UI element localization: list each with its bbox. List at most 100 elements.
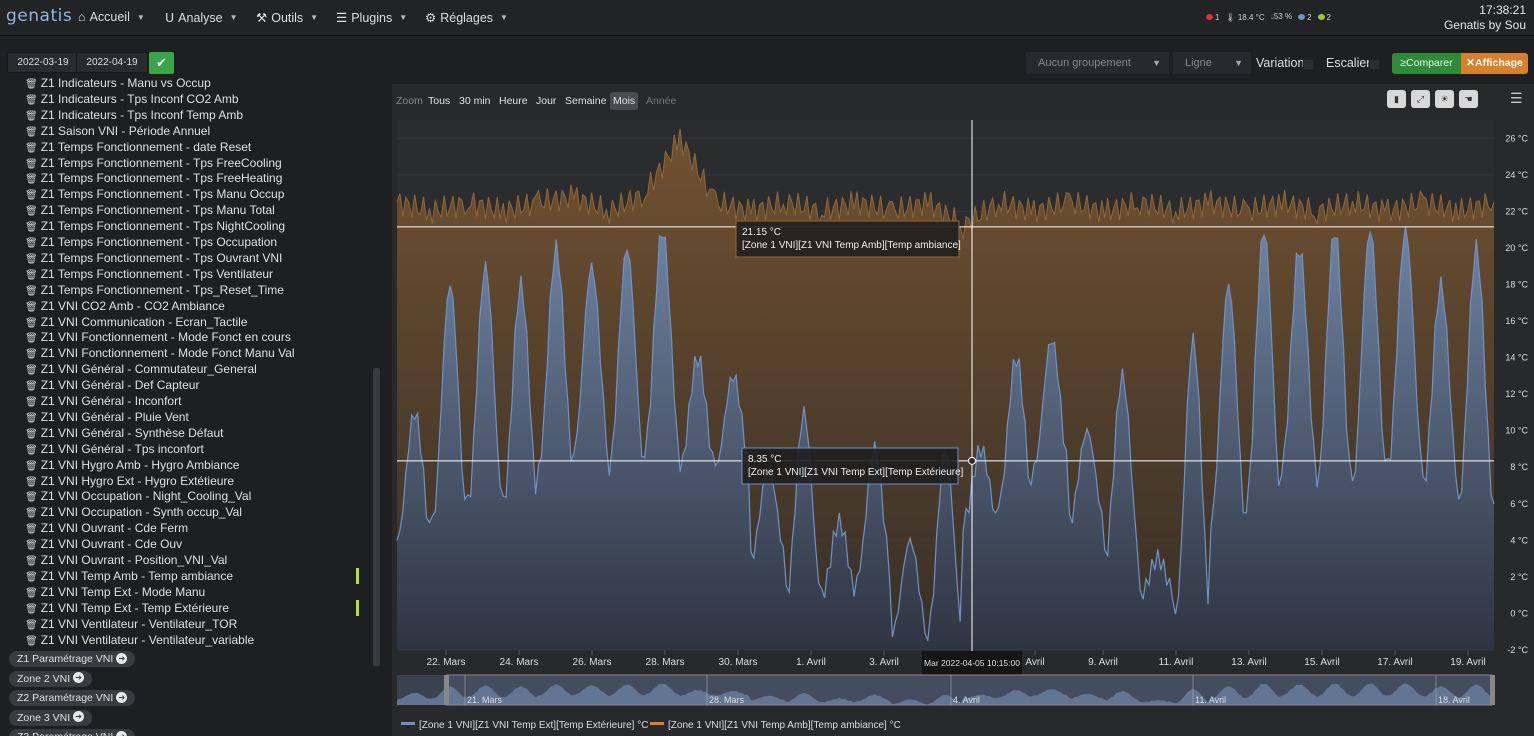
sidebar-item[interactable]: 🗑︎ Z1 Indicateurs - Tps Inconf CO2 Amb xyxy=(25,92,239,106)
sidebar-item[interactable]: 🗑︎ Z1 VNI Général - Inconfort xyxy=(25,394,181,408)
sidebar-item[interactable]: 🗑︎ Z1 VNI Général - Tps inconfort xyxy=(25,442,204,456)
hand-tool-icon[interactable]: ☚ xyxy=(1459,90,1478,108)
sidebar-item[interactable]: 🗑︎ Z1 Temps Fonctionnement - Tps Manu Tot… xyxy=(25,203,275,217)
sidebar-item[interactable]: 🗑︎ Z1 VNI Général - Synthèse Défaut xyxy=(25,426,223,440)
trash-icon[interactable]: 🗑︎ xyxy=(25,412,38,424)
zoom-annee[interactable]: Année xyxy=(646,95,677,107)
zoom-tool-icon[interactable]: ⤢ xyxy=(1411,90,1430,108)
sidebar-item[interactable]: 🗑︎ Z1 Temps Fonctionnement - Tps FreeHeat… xyxy=(25,171,282,185)
genatis-logo[interactable]: genatis xyxy=(6,6,73,26)
zoom-mois[interactable]: Mois xyxy=(610,92,639,110)
nav-accueil[interactable]: ⌂ Accueil ▼ xyxy=(78,10,145,24)
display-button[interactable]: ✕Affichage xyxy=(1461,53,1528,74)
compare-button[interactable]: ≥Comparer xyxy=(1392,53,1461,74)
trash-icon[interactable]: 🗑︎ xyxy=(25,206,38,218)
sidebar-scrollbar[interactable] xyxy=(373,368,380,666)
sidebar-item[interactable]: 🗑︎ Z1 Temps Fonctionnement - Tps Ventilat… xyxy=(25,267,273,281)
sidebar-item[interactable]: 🗑︎ Z1 Temps Fonctionnement - Tps Manu Occ… xyxy=(25,187,284,201)
trash-icon[interactable]: 🗑︎ xyxy=(25,587,38,599)
chart-menu-icon[interactable]: ☰ xyxy=(1510,90,1523,106)
sidebar-item[interactable]: 🗑︎ Z1 VNI Temp Ext - Temp Extérieure xyxy=(25,601,229,615)
sidebar-item[interactable]: 🗑︎ Z1 Temps Fonctionnement - Tps NightCoo… xyxy=(25,219,285,233)
trash-icon[interactable]: 🗑︎ xyxy=(25,397,38,408)
trash-icon[interactable]: 🗑︎ xyxy=(25,190,38,202)
variation-checkbox[interactable] xyxy=(1303,59,1314,70)
temperature-chart[interactable]: 26 °C 24 °C 22 °C 20 °C 18 °C 16 °C 14 °C 12 °C… xyxy=(392,84,1534,736)
zoom-heure[interactable]: Heure xyxy=(499,95,528,107)
sidebar-item[interactable]: 🗑︎ Z1 VNI Hygro Ext - Hygro Extétieure xyxy=(25,474,234,488)
sidebar-item[interactable]: 🗑︎ Z1 VNI Fonctionnement - Mode Fonct en … xyxy=(25,330,291,344)
sidebar-item[interactable]: 🗑︎ Z1 VNI Temp Ext - Mode Manu xyxy=(25,585,205,599)
sidebar-item[interactable]: 🗑︎ Z1 Saison VNI - Période Annuel xyxy=(25,124,210,138)
trash-icon[interactable]: 🗑︎ xyxy=(25,444,38,456)
trash-icon[interactable]: 🗑︎ xyxy=(25,301,38,313)
nav-outils[interactable]: ⚒ Outils ▼ xyxy=(256,10,318,26)
trash-icon[interactable]: 🗑︎ xyxy=(25,79,38,90)
sidebar-group[interactable]: Zone 3 VNI ➔ xyxy=(9,709,93,726)
trash-icon[interactable]: 🗑︎ xyxy=(25,603,38,615)
trash-icon[interactable]: 🗑︎ xyxy=(25,428,38,440)
sidebar-item[interactable]: 🗑︎ Z1 VNI Occupation - Night_Cooling_Val xyxy=(25,489,251,503)
settings-tool-icon[interactable]: ☀ xyxy=(1435,90,1454,108)
sidebar-item[interactable]: 🗑︎ Z1 VNI Général - Pluie Vent xyxy=(25,410,189,424)
sidebar-item[interactable]: 🗑︎ Z1 Temps Fonctionnement - Tps FreeCool… xyxy=(25,156,282,170)
trash-icon[interactable]: 🗑︎ xyxy=(25,365,38,377)
date-from-input[interactable]: 2022-03-19 xyxy=(7,52,79,73)
pan-tool-icon[interactable]: ▮ xyxy=(1387,90,1406,108)
trash-icon[interactable]: 🗑︎ xyxy=(25,476,38,488)
sidebar-item[interactable]: 🗑︎ Z1 Temps Fonctionnement - Tps_Reset_Ti… xyxy=(25,283,284,297)
trash-icon[interactable]: 🗑︎ xyxy=(25,94,38,106)
trash-icon[interactable]: 🗑︎ xyxy=(25,333,38,345)
sidebar-item[interactable]: 🗑︎ Z1 VNI Fonctionnement - Mode Fonct Man… xyxy=(25,346,295,360)
trash-icon[interactable]: 🗑︎ xyxy=(25,349,38,361)
trash-icon[interactable]: 🗑︎ xyxy=(25,508,38,520)
trash-icon[interactable]: 🗑︎ xyxy=(25,285,38,297)
trash-icon[interactable]: 🗑︎ xyxy=(25,540,38,552)
trash-icon[interactable]: 🗑︎ xyxy=(25,110,38,122)
sidebar-item[interactable]: 🗑︎ Z1 VNI Occupation - Synth occup_Val xyxy=(25,505,242,519)
zoom-tous[interactable]: Tous xyxy=(428,95,451,107)
sidebar-item[interactable]: 🗑︎ Z1 VNI Général - Commutateur_General xyxy=(25,362,257,376)
sidebar-group[interactable]: Z3 Paramétrage VNI➔ xyxy=(9,729,136,736)
sidebar-item[interactable]: 🗑︎ Z1 VNI Hygro Amb - Hygro Ambiance xyxy=(25,458,239,472)
sidebar-item[interactable]: 🗑︎ Z1 Indicateurs - Manu vs Occup xyxy=(25,78,211,90)
trash-icon[interactable]: 🗑︎ xyxy=(25,317,38,329)
trash-icon[interactable]: 🗑︎ xyxy=(25,126,38,138)
sidebar-item[interactable]: 🗑︎ Z1 Indicateurs - Tps Inconf Temp Amb xyxy=(25,108,243,122)
trash-icon[interactable]: 🗑︎ xyxy=(25,492,38,504)
trash-icon[interactable]: 🗑︎ xyxy=(25,571,38,583)
trash-icon[interactable]: 🗑︎ xyxy=(25,269,38,281)
escalier-checkbox[interactable] xyxy=(1369,59,1380,70)
sidebar-group[interactable]: Zone 2 VNI ➔ xyxy=(9,670,93,687)
sidebar-item[interactable]: 🗑︎ Z1 Temps Fonctionnement - Tps Occupati… xyxy=(25,235,277,249)
trash-icon[interactable]: 🗑︎ xyxy=(25,619,38,631)
sidebar-item[interactable]: 🗑︎ Z1 VNI CO2 Amb - CO2 Ambiance xyxy=(25,299,225,313)
alert-status[interactable]: 1 xyxy=(1206,13,1219,22)
chart-type-select[interactable]: Ligne ▼ xyxy=(1173,52,1251,74)
zoom-jour[interactable]: Jour xyxy=(536,95,557,107)
sidebar-item[interactable]: 🗑︎ Z1 Temps Fonctionnement - date Reset xyxy=(25,140,251,154)
grouping-select[interactable]: Aucun groupement ▼ xyxy=(1026,52,1169,74)
nav-analyse[interactable]: ᑌ Analyse ▼ xyxy=(165,10,238,26)
apply-date-button[interactable]: ✔ xyxy=(149,52,174,74)
trash-icon[interactable]: 🗑︎ xyxy=(25,253,38,265)
sidebar-item[interactable]: 🗑︎ Z1 VNI Communication - Ecran_Tactile xyxy=(25,315,247,329)
sidebar-item[interactable]: 🗑︎ Z1 VNI Ventilateur - Ventilateur_varia… xyxy=(25,633,254,647)
trash-icon[interactable]: 🗑︎ xyxy=(25,524,38,536)
sidebar-item[interactable]: 🗑︎ Z1 VNI Ouvrant - Cde Ferm xyxy=(25,521,188,535)
sidebar-item[interactable]: 🗑︎ Z1 Temps Fonctionnement - Tps Ouvrant … xyxy=(25,251,282,265)
trash-icon[interactable]: 🗑︎ xyxy=(25,158,38,170)
zoom-semaine[interactable]: Semaine xyxy=(565,95,607,107)
trash-icon[interactable]: 🗑︎ xyxy=(25,142,38,154)
sidebar-item[interactable]: 🗑︎ Z1 VNI Ouvrant - Cde Ouv xyxy=(25,537,182,551)
trash-icon[interactable]: 🗑︎ xyxy=(25,556,38,567)
trash-icon[interactable]: 🗑︎ xyxy=(25,222,38,234)
sidebar-group[interactable]: Z1 Paramétrage VNI ➔ xyxy=(9,651,136,667)
trash-icon[interactable]: 🗑︎ xyxy=(25,381,38,393)
nav-plugins[interactable]: ☰ Plugins ▼ xyxy=(336,10,407,26)
date-to-input[interactable]: 2022-04-19 xyxy=(76,52,148,73)
trash-icon[interactable]: 🗑︎ xyxy=(25,238,38,249)
trash-icon[interactable]: 🗑︎ xyxy=(25,174,38,186)
sidebar-item[interactable]: 🗑︎ Z1 VNI Temp Amb - Temp ambiance xyxy=(25,569,233,583)
sidebar-item[interactable]: 🗑︎ Z1 VNI Ventilateur - Ventilateur_TOR xyxy=(25,617,237,631)
